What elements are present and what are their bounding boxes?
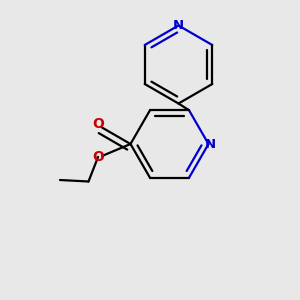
Text: N: N — [204, 137, 216, 151]
Text: N: N — [173, 19, 184, 32]
Text: O: O — [92, 150, 104, 164]
Text: O: O — [92, 117, 104, 131]
